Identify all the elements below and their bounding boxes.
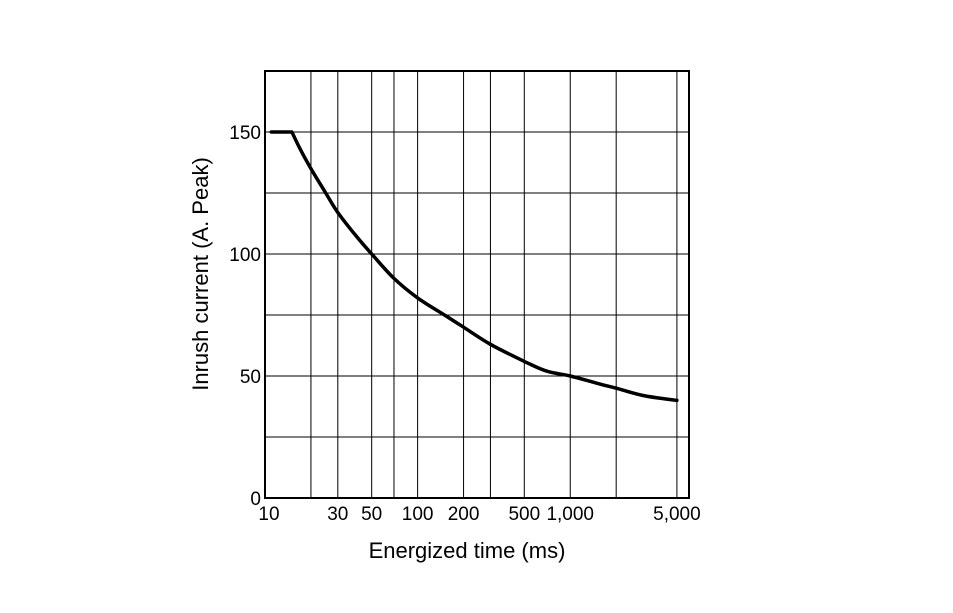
y-tick-label: 150 <box>229 123 261 144</box>
x-tick-label: 5,000 <box>653 504 701 525</box>
y-tick-label: 100 <box>229 245 261 266</box>
y-tick-labels: 0 50 100 150 <box>229 123 261 510</box>
x-tick-label: 200 <box>448 504 480 525</box>
x-tick-label: 100 <box>402 504 434 525</box>
y-tick-label: 0 <box>250 489 261 510</box>
x-tick-label: 30 <box>327 504 348 525</box>
plot-frame <box>264 70 690 499</box>
x-tick-label: 10 <box>258 504 279 525</box>
grid-lines <box>265 71 689 498</box>
y-axis-label: Inrush current (A. Peak) <box>188 157 213 391</box>
y-tick-label: 50 <box>240 367 261 388</box>
x-tick-label: 1,000 <box>546 504 594 525</box>
x-tick-label: 500 <box>508 504 540 525</box>
x-tick-labels: 10 30 50 100 200 500 1,000 5,000 <box>258 504 700 525</box>
series-line-inrush-current <box>269 130 679 403</box>
x-tick-label: 50 <box>361 504 382 525</box>
x-axis-label: Energized time (ms) <box>369 538 566 563</box>
